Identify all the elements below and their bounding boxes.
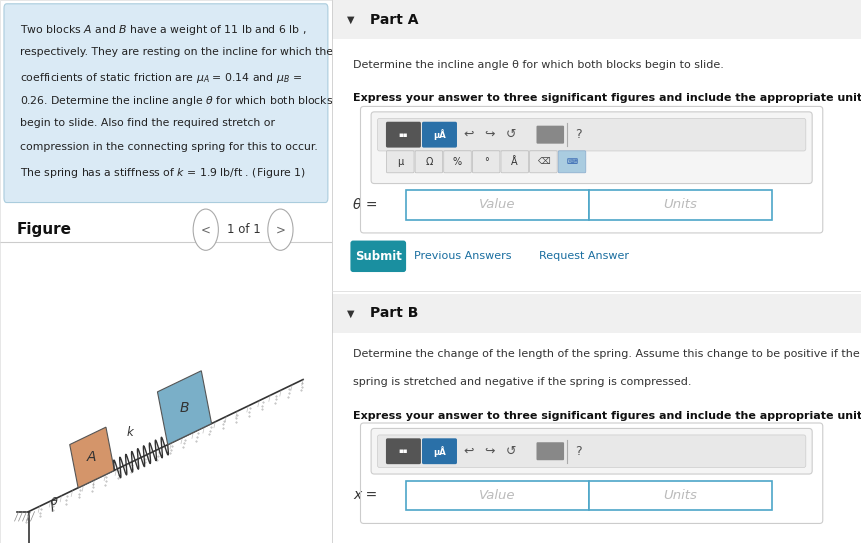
- Text: Value: Value: [479, 199, 515, 211]
- FancyBboxPatch shape: [529, 151, 556, 173]
- Text: Submit: Submit: [355, 250, 401, 263]
- Text: %: %: [452, 157, 461, 167]
- Text: Request Answer: Request Answer: [538, 251, 628, 261]
- FancyBboxPatch shape: [443, 151, 471, 173]
- Text: Express your answer to three significant figures and include the appropriate uni: Express your answer to three significant…: [353, 411, 861, 421]
- FancyBboxPatch shape: [422, 122, 456, 148]
- Text: Å: Å: [511, 157, 517, 167]
- Text: ↺: ↺: [505, 128, 516, 141]
- Text: Part A: Part A: [369, 12, 418, 27]
- Text: ⌨: ⌨: [566, 157, 577, 166]
- Text: Two blocks $\mathit{A}$ and $\mathit{B}$ have a weight of 11 lb and 6 lb ,: Two blocks $\mathit{A}$ and $\mathit{B}$…: [20, 23, 306, 37]
- Text: ↪: ↪: [484, 445, 494, 458]
- Text: Express your answer to three significant figures and include the appropriate uni: Express your answer to three significant…: [353, 93, 861, 103]
- Text: <: <: [201, 223, 210, 236]
- FancyBboxPatch shape: [371, 428, 811, 474]
- Text: °: °: [483, 157, 488, 167]
- Text: x =: x =: [353, 489, 377, 502]
- FancyBboxPatch shape: [472, 151, 499, 173]
- Text: 1 of 1: 1 of 1: [226, 223, 261, 236]
- Circle shape: [193, 209, 218, 250]
- Text: Value: Value: [479, 489, 515, 502]
- Polygon shape: [70, 427, 115, 488]
- FancyBboxPatch shape: [422, 438, 456, 464]
- Text: coefficients of static friction are $\mu_A$ = 0.14 and $\mu_B$ =: coefficients of static friction are $\mu…: [20, 71, 301, 85]
- Text: Figure: Figure: [16, 222, 71, 237]
- Text: Part B: Part B: [369, 306, 418, 320]
- FancyBboxPatch shape: [386, 438, 420, 464]
- FancyBboxPatch shape: [371, 112, 811, 184]
- Text: >: >: [276, 223, 285, 236]
- FancyBboxPatch shape: [386, 122, 420, 148]
- Text: ?: ?: [574, 445, 581, 458]
- FancyBboxPatch shape: [377, 435, 805, 468]
- Text: ▪▪: ▪▪: [399, 131, 408, 138]
- FancyBboxPatch shape: [536, 442, 563, 460]
- FancyBboxPatch shape: [406, 190, 588, 220]
- FancyBboxPatch shape: [4, 4, 327, 203]
- Text: μÅ: μÅ: [432, 446, 445, 457]
- FancyBboxPatch shape: [331, 294, 861, 333]
- Text: ↩: ↩: [463, 445, 474, 458]
- Text: Determine the change of the length of the spring. Assume this change to be posit: Determine the change of the length of th…: [353, 349, 858, 359]
- Text: ?: ?: [574, 128, 581, 141]
- Text: ▼: ▼: [346, 15, 354, 24]
- Text: begin to slide. Also find the required stretch or: begin to slide. Also find the required s…: [20, 118, 275, 128]
- Text: ↪: ↪: [484, 128, 494, 141]
- Text: μ: μ: [397, 157, 403, 167]
- Text: ▪▪: ▪▪: [399, 448, 408, 454]
- FancyBboxPatch shape: [536, 125, 563, 144]
- Text: Determine the incline angle θ for which both blocks begin to slide.: Determine the incline angle θ for which …: [353, 60, 723, 70]
- Text: spring is stretched and negative if the spring is compressed.: spring is stretched and negative if the …: [353, 377, 691, 387]
- Text: $B$: $B$: [179, 401, 189, 415]
- FancyBboxPatch shape: [406, 481, 588, 510]
- Text: $A$: $A$: [86, 451, 97, 464]
- FancyBboxPatch shape: [350, 241, 406, 272]
- Text: ⌫: ⌫: [536, 157, 549, 166]
- FancyBboxPatch shape: [588, 190, 771, 220]
- FancyBboxPatch shape: [377, 118, 805, 151]
- FancyBboxPatch shape: [588, 481, 771, 510]
- FancyBboxPatch shape: [386, 151, 413, 173]
- Text: Previous Answers: Previous Answers: [413, 251, 511, 261]
- Text: $k$: $k$: [126, 425, 134, 439]
- Text: The spring has a stiffness of $k$ = 1.9 lb/ft . (Figure 1): The spring has a stiffness of $k$ = 1.9 …: [20, 166, 306, 180]
- FancyBboxPatch shape: [558, 151, 585, 173]
- Text: $\theta$: $\theta$: [51, 495, 59, 507]
- Text: Ω: Ω: [424, 157, 432, 167]
- FancyBboxPatch shape: [500, 151, 528, 173]
- Text: θ =: θ =: [353, 198, 377, 212]
- Text: 0.26. Determine the incline angle $\theta$ for which both blocks: 0.26. Determine the incline angle $\thet…: [20, 94, 333, 109]
- Text: μÅ: μÅ: [432, 129, 445, 140]
- Text: ↩: ↩: [463, 128, 474, 141]
- FancyBboxPatch shape: [415, 151, 443, 173]
- Text: ▼: ▼: [346, 308, 354, 318]
- Circle shape: [268, 209, 293, 250]
- Polygon shape: [158, 371, 211, 445]
- Text: Units: Units: [663, 199, 697, 211]
- FancyBboxPatch shape: [331, 0, 861, 39]
- Text: ↺: ↺: [505, 445, 516, 458]
- Text: compression in the connecting spring for this to occur.: compression in the connecting spring for…: [20, 142, 318, 152]
- Text: respectively. They are resting on the incline for which the: respectively. They are resting on the in…: [20, 47, 332, 56]
- Text: Units: Units: [663, 489, 697, 502]
